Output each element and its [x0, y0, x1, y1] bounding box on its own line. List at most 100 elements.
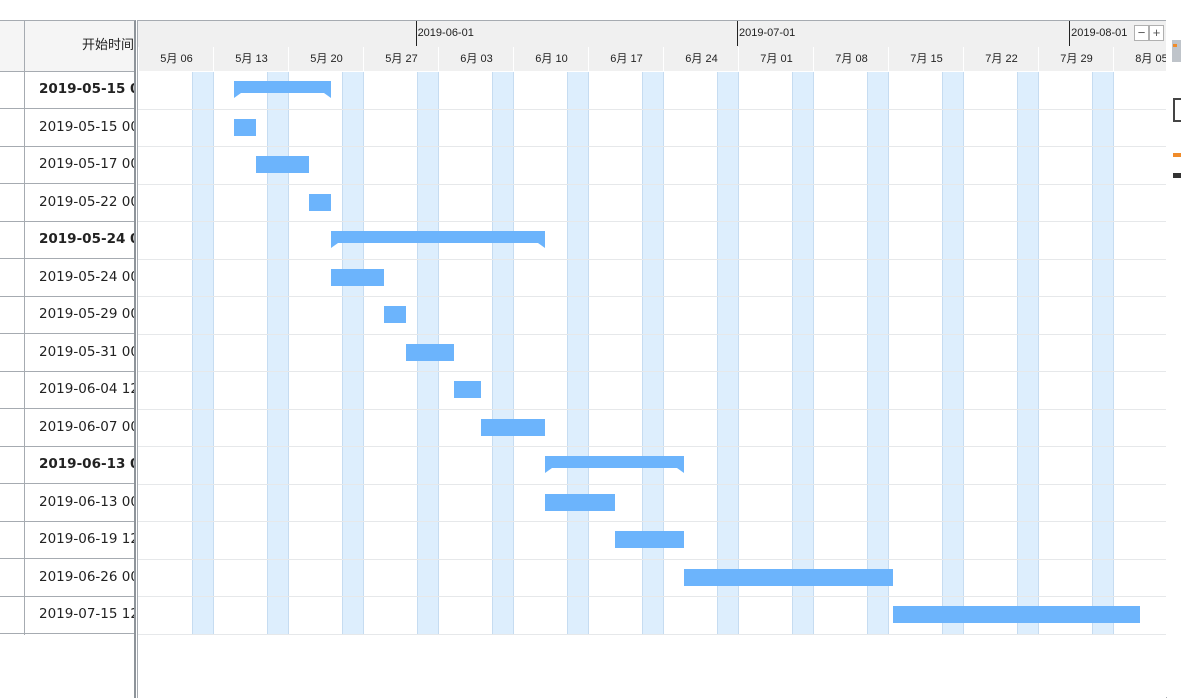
table-row[interactable]: 2019-05-24 00:00	[0, 221, 134, 259]
weekend-column	[492, 72, 514, 634]
start-time-cell: 2019-06-26 00:00	[39, 568, 134, 585]
row-gridline	[138, 296, 1166, 297]
column-divider[interactable]	[24, 21, 25, 635]
summary-task-bar[interactable]	[330, 231, 546, 248]
row-gridline	[138, 371, 1166, 372]
weekend-column	[1017, 72, 1039, 634]
week-label: 7月 08	[813, 47, 889, 71]
week-label: 5月 27	[363, 47, 439, 71]
row-gridline	[138, 521, 1166, 522]
week-label: 6月 03	[438, 47, 514, 71]
weekend-column	[642, 72, 664, 634]
row-gridline	[138, 483, 1166, 485]
table-row[interactable]: 2019-06-04 12:00	[0, 371, 134, 409]
start-time-cell: 2019-05-15 00:00	[39, 118, 134, 135]
week-label: 5月 06	[138, 47, 214, 71]
toolbar-icon-2[interactable]	[1173, 98, 1181, 122]
start-time-cell: 2019-05-17 00:00	[39, 156, 134, 172]
start-time-cell: 2019-06-04 12:00	[39, 381, 134, 397]
task-bar[interactable]	[614, 531, 685, 548]
table-row[interactable]: 2019-07-15 12:00	[0, 596, 134, 634]
row-gridline	[138, 558, 1166, 560]
week-label: 8月 05	[1113, 47, 1166, 71]
weekend-column	[717, 72, 739, 634]
week-label: 7月 15	[888, 47, 964, 71]
task-bar[interactable]	[405, 343, 455, 361]
start-time-cell: 2019-07-15 12:00	[39, 606, 134, 622]
table-row[interactable]: 2019-05-24 00:00	[0, 259, 134, 297]
row-gridline	[138, 408, 1166, 410]
start-time-cell: 2019-05-31 00:00	[39, 343, 134, 360]
summary-task-bar[interactable]	[234, 81, 332, 98]
zoom-out-button[interactable]: −	[1134, 25, 1149, 41]
weekend-column	[267, 72, 289, 634]
row-gridline	[138, 146, 1166, 147]
toolbar-icon[interactable]	[1172, 40, 1181, 62]
task-bar[interactable]	[384, 306, 406, 323]
week-label: 6月 10	[513, 47, 589, 71]
row-gridline	[138, 108, 1166, 110]
table-row[interactable]: 2019-05-22 00:00	[0, 184, 134, 222]
weekend-column	[1092, 72, 1114, 634]
start-time-cell: 2019-05-24 00:00	[39, 268, 134, 285]
row-gridline	[138, 258, 1166, 260]
zoom-in-button[interactable]: +	[1149, 25, 1164, 41]
table-row[interactable]: 2019-05-15 00:00	[0, 109, 134, 147]
start-time-cell: 2019-06-19 12:00	[39, 531, 134, 547]
start-time-cell: 2019-06-07 00:00	[39, 418, 134, 435]
week-label: 7月 22	[963, 47, 1039, 71]
week-label: 6月 24	[663, 47, 739, 71]
row-gridline	[138, 183, 1166, 185]
week-label: 7月 29	[1038, 47, 1114, 71]
start-time-cell: 2019-06-13 00:00	[39, 493, 134, 510]
weekend-column	[942, 72, 964, 634]
week-label: 5月 13	[213, 47, 289, 71]
table-row[interactable]: 2019-06-26 00:00	[0, 559, 134, 597]
start-time-cell: 2019-05-29 00:00	[39, 306, 134, 322]
weekend-column	[192, 72, 214, 634]
row-gridline	[138, 596, 1166, 597]
task-bar[interactable]	[480, 418, 546, 436]
weekend-column	[567, 72, 589, 634]
task-bar[interactable]	[545, 493, 615, 511]
legend-dark-icon	[1173, 173, 1181, 178]
task-bar[interactable]	[454, 381, 481, 398]
side-toolbar	[1166, 0, 1181, 697]
week-label: 7月 01	[738, 47, 814, 71]
table-header: 开始时间	[0, 21, 134, 72]
table-row[interactable]: 2019-06-13 00:00	[0, 446, 134, 484]
task-bar[interactable]	[893, 606, 1140, 623]
start-time-cell: 2019-06-13 00:00	[39, 456, 134, 472]
weekend-column	[792, 72, 814, 634]
summary-task-bar[interactable]	[545, 456, 685, 473]
task-bar[interactable]	[309, 193, 331, 211]
task-bar[interactable]	[684, 568, 894, 586]
row-gridline	[138, 633, 1166, 635]
task-bar[interactable]	[255, 156, 310, 173]
task-bar[interactable]	[330, 268, 385, 286]
week-label: 5月 20	[288, 47, 364, 71]
table-row[interactable]: 2019-05-17 00:00	[0, 146, 134, 184]
weekend-column	[867, 72, 889, 634]
table-row[interactable]: 2019-06-19 12:00	[0, 521, 134, 559]
table-row[interactable]: 2019-05-29 00:00	[0, 296, 134, 334]
start-time-cell: 2019-05-15 00:00	[39, 81, 134, 97]
table-row[interactable]: 2019-05-15 00:00	[0, 71, 134, 109]
gantt-chart: 2019-06-01 2019-07-01 2019-08-01 5月 06 5月 13…	[137, 20, 1167, 698]
timeline-header: 2019-06-01 2019-07-01 2019-08-01 5月 06 5月 13…	[138, 21, 1166, 71]
column-header-start-time[interactable]: 开始时间	[81, 38, 134, 53]
row-gridline	[138, 333, 1166, 335]
start-time-cell: 2019-05-22 00:00	[39, 193, 134, 210]
table-row[interactable]: 2019-05-31 00:00	[0, 334, 134, 372]
month-label: 2019-07-01	[737, 21, 795, 46]
table-row[interactable]: 2019-06-13 00:00	[0, 484, 134, 522]
toolbar-dot-icon	[1173, 44, 1177, 47]
month-label: 2019-08-01	[1069, 21, 1127, 46]
task-table: 开始时间 2019-05-15 00:00 2019-05-15 00:00 201…	[0, 20, 136, 698]
table-row[interactable]: 2019-06-07 00:00	[0, 409, 134, 447]
weekend-column	[342, 72, 364, 634]
task-bar[interactable]	[234, 118, 256, 136]
month-label: 2019-06-01	[415, 21, 474, 46]
legend-orange-icon	[1173, 153, 1181, 157]
row-gridline	[138, 221, 1166, 222]
